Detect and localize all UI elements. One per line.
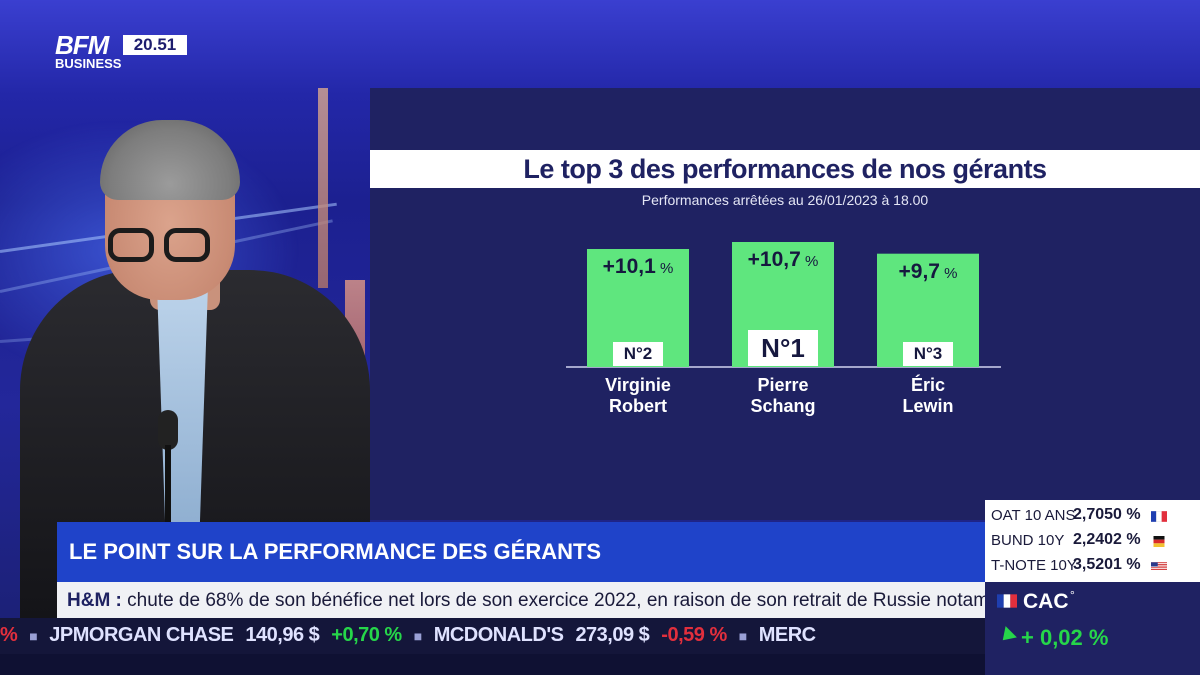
rate-row: BUND 10Y 2,2402 % bbox=[991, 529, 1196, 553]
rate-name: BUND 10Y bbox=[991, 532, 1065, 549]
rate-row: OAT 10 ANS 2,7050 % bbox=[991, 504, 1196, 528]
index-name: CAC bbox=[1023, 590, 1069, 613]
bar-value-label: +10,7 % bbox=[732, 248, 834, 272]
manager-last-name: Lewin bbox=[902, 396, 954, 416]
bar-value: +10,7 bbox=[747, 248, 801, 271]
microphone-icon bbox=[158, 410, 178, 450]
flag-germany-icon bbox=[1153, 536, 1165, 547]
manager-first-name: Éric bbox=[910, 375, 946, 395]
ticker-price: 140,96 $ bbox=[245, 624, 320, 646]
rate-value: 3,5201 % bbox=[1073, 556, 1141, 573]
clock: 20.51 bbox=[123, 35, 187, 55]
presenter-glasses bbox=[108, 228, 218, 268]
manager-first-name: Pierre bbox=[757, 375, 809, 395]
panel-subtitle: Performances arrêtées au 26/01/2023 à 18… bbox=[641, 192, 929, 208]
ticker-name: JPMORGAN CHASE bbox=[49, 624, 234, 646]
rate-value: 2,7050 % bbox=[1073, 506, 1141, 523]
manager-last-name: Robert bbox=[609, 396, 667, 416]
bar-unit: % bbox=[800, 253, 819, 270]
rate-name: OAT 10 ANS bbox=[991, 507, 1076, 524]
rank-badge: N°2 bbox=[613, 342, 663, 366]
rate-name: T-NOTE 10Y bbox=[991, 557, 1077, 574]
rate-value: 2,2402 % bbox=[1073, 531, 1141, 548]
performance-chart: +10,1 % N°2 Virginie Robert +10,7 % N°1 Pierre… bbox=[370, 88, 1200, 520]
index-marker: ° bbox=[1070, 588, 1075, 602]
rate-row: T-NOTE 10Y 3,5201 % bbox=[991, 554, 1196, 578]
stock-ticker-row: % ■ JPMORGAN CHASE 140,96 $ +0,70 % ■ MCDONALD… bbox=[0, 624, 828, 647]
panel-title: Le top 3 des performances de nos gérants bbox=[370, 150, 1200, 188]
ticker-price: 273,09 $ bbox=[575, 624, 650, 646]
headline-text: LE POINT SUR LA PERFORMANCE DES GÉRANTS bbox=[69, 539, 602, 564]
channel-logo: BFM BUSINESS bbox=[55, 30, 122, 71]
rank-badge: N°3 bbox=[903, 342, 953, 366]
ticker-separator-icon: ■ bbox=[29, 628, 38, 644]
ticker-bottom-strip bbox=[0, 654, 1200, 675]
logo-line1: BFM bbox=[55, 30, 109, 60]
bar-value: +9,7 bbox=[898, 259, 940, 283]
manager-last-name: Schang bbox=[750, 396, 816, 416]
manager-name: Virginie Robert bbox=[568, 375, 708, 417]
bar-value-label: +9,7 % bbox=[877, 260, 979, 284]
chart-svg bbox=[566, 242, 1001, 368]
flag-france-icon bbox=[1151, 511, 1167, 522]
index-box: CAC ° + 0,02 % bbox=[985, 582, 1200, 675]
news-text: chute de 68% de son bénéfice net lors de… bbox=[127, 590, 985, 611]
rank-badge: N°1 bbox=[748, 330, 818, 366]
bar-unit: % bbox=[655, 260, 674, 277]
logo-line2: BUSINESS bbox=[55, 56, 122, 71]
ticker-separator-icon: ■ bbox=[738, 628, 747, 644]
ticker-down: % bbox=[0, 624, 18, 646]
manager-first-name: Virginie bbox=[605, 375, 671, 395]
manager-name: Pierre Schang bbox=[713, 375, 853, 417]
ticker-name: MCDONALD'S bbox=[433, 624, 564, 646]
bar-value: +10,1 bbox=[602, 255, 656, 278]
stock-ticker: % ■ JPMORGAN CHASE 140,96 $ +0,70 % ■ MCDONALD… bbox=[0, 618, 985, 654]
microphone-stand bbox=[165, 445, 171, 525]
ticker-separator-icon: ■ bbox=[413, 628, 422, 644]
ticker-up: +0,70 % bbox=[331, 624, 402, 646]
ticker-name: MERC bbox=[758, 624, 816, 646]
bond-rates-box: OAT 10 ANS 2,7050 % BUND 10Y 2,2402 % T-… bbox=[985, 500, 1200, 582]
news-ticker-text: H&M : chute de 68% de son bénéfice net l… bbox=[67, 590, 985, 612]
bar-value-label: +10,1 % bbox=[587, 255, 689, 279]
up-arrow-icon bbox=[997, 626, 1017, 646]
bar-unit: % bbox=[939, 264, 958, 282]
manager-name: Éric Lewin bbox=[858, 375, 998, 417]
flag-usa-icon bbox=[1151, 562, 1167, 571]
flag-france-icon bbox=[997, 594, 1017, 608]
presenter-hair bbox=[100, 120, 240, 200]
headline-bar: LE POINT SUR LA PERFORMANCE DES GÉRANTS bbox=[57, 522, 985, 582]
index-change: + 0,02 % bbox=[1021, 625, 1109, 650]
news-ticker: H&M : chute de 68% de son bénéfice net l… bbox=[57, 582, 985, 618]
news-source: H&M : bbox=[67, 590, 122, 611]
ticker-down: -0,59 % bbox=[661, 624, 727, 646]
